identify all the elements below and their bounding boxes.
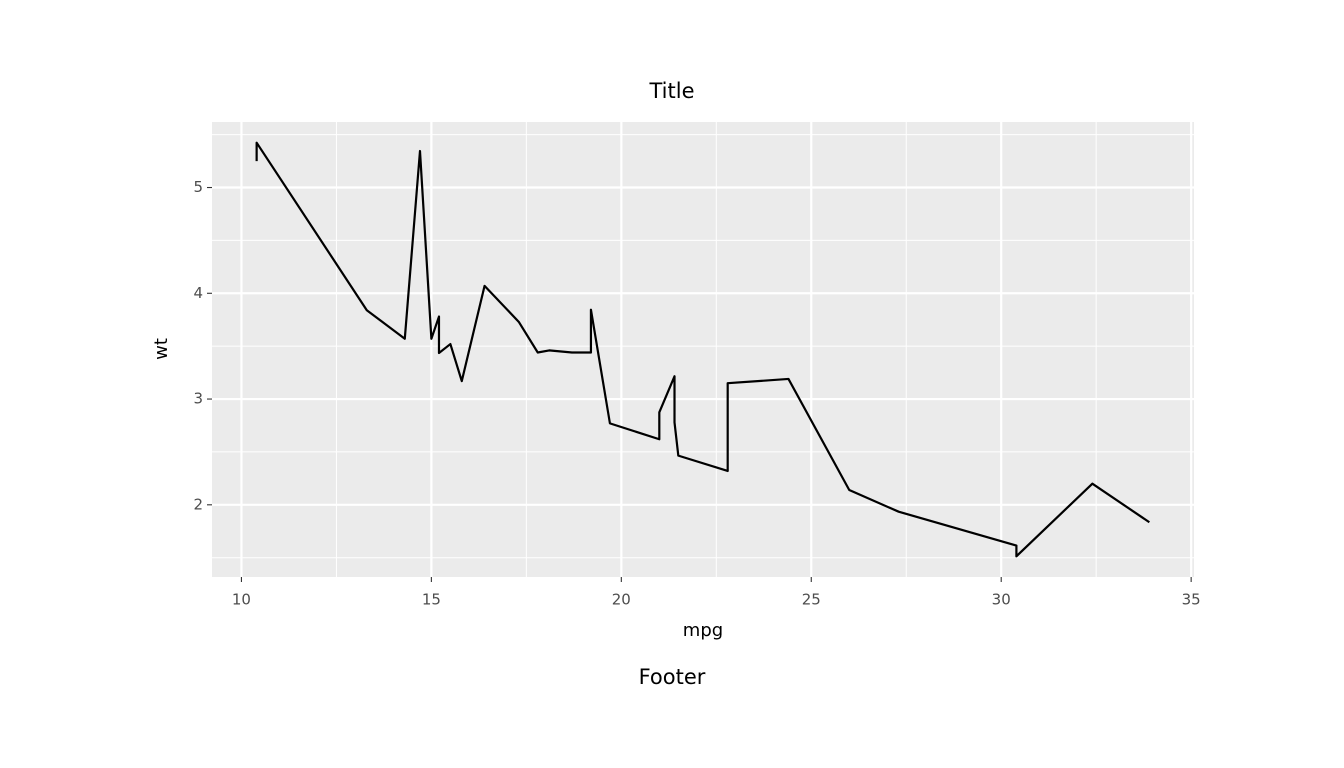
y-tick-label: 4 — [193, 284, 203, 302]
chart-title: Title — [648, 79, 694, 103]
y-tick-label: 5 — [193, 178, 203, 196]
grid — [212, 122, 1194, 577]
x-tick-label: 35 — [1182, 591, 1201, 609]
x-tick-label: 15 — [422, 591, 441, 609]
marks — [255, 141, 1150, 558]
x-axis-label: mpg — [683, 620, 723, 641]
y-axis-label: wt — [151, 338, 172, 360]
x-tick-label: 10 — [232, 591, 251, 609]
x-tick-label: 30 — [992, 591, 1011, 609]
x-tick-label: 20 — [612, 591, 631, 609]
caption: Footer — [639, 665, 706, 689]
x-tick-label: 25 — [802, 591, 821, 609]
y-tick-label: 3 — [193, 390, 203, 408]
panel — [212, 122, 1194, 577]
y-tick-label: 2 — [193, 495, 203, 513]
data-line — [255, 141, 1150, 558]
